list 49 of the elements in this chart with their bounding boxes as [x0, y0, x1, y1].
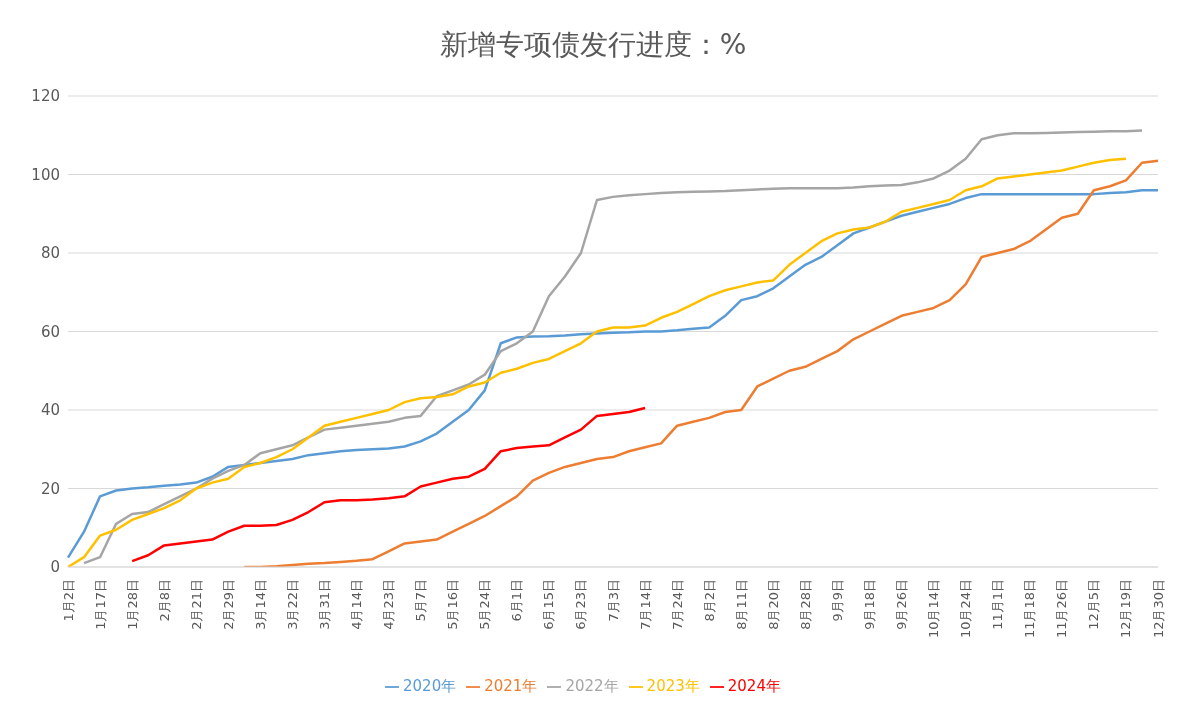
x-tick-label: 9月18日 — [861, 579, 877, 630]
legend-label: 2021年 — [484, 677, 538, 695]
x-tick-label: 6月1日 — [509, 579, 525, 622]
x-tick-label: 5月7日 — [413, 579, 429, 622]
x-tick-label: 2月21日 — [188, 579, 204, 630]
x-tick-label: 10月24日 — [958, 579, 974, 639]
line-series — [130, 406, 647, 563]
x-tick-label: 3月14日 — [252, 579, 268, 630]
y-tick-label: 80 — [40, 244, 60, 263]
x-tick-label: 11月18日 — [1022, 579, 1038, 639]
y-tick-label: 100 — [31, 165, 60, 184]
x-tick-label: 2月8日 — [156, 579, 172, 622]
legend-label: 2024年 — [727, 677, 781, 695]
x-tick-label: 7月3日 — [605, 579, 621, 622]
x-tick-label: 11月1日 — [990, 579, 1006, 630]
chart-title: 新增专项债发行进度：% — [438, 27, 748, 63]
y-tick-label: 0 — [50, 558, 60, 577]
legend-label: 2020年 — [403, 677, 457, 695]
x-tick-label: 8月20日 — [765, 579, 781, 630]
x-tick-label: 6月23日 — [573, 579, 589, 630]
x-tick-label: 3月22日 — [284, 579, 300, 630]
legend-label: 2022年 — [565, 677, 619, 695]
y-tick-label: 40 — [40, 401, 60, 420]
x-tick-label: 6月15日 — [541, 579, 557, 630]
y-tick-label: 20 — [40, 479, 60, 498]
x-tick-label: 5月24日 — [477, 579, 493, 630]
x-tick-label: 8月2日 — [701, 579, 717, 622]
x-tick-label: 9月26日 — [894, 579, 910, 630]
x-tick-label: 2月29日 — [220, 579, 236, 630]
x-tick-label: 5月16日 — [445, 579, 461, 630]
x-tick-label: 9月9日 — [829, 579, 845, 622]
x-tick-label: 4月23日 — [381, 579, 397, 630]
y-tick-label: 60 — [40, 322, 60, 341]
x-tick-label: 12月30日 — [1150, 579, 1166, 639]
x-tick-label: 12月5日 — [1086, 579, 1102, 630]
x-tick-label: 8月28日 — [797, 579, 813, 630]
x-tick-label: 7月24日 — [669, 579, 685, 630]
x-tick-label: 12月19日 — [1118, 579, 1134, 639]
x-tick-label: 1月2日 — [60, 579, 76, 622]
x-tick-label: 11月26日 — [1054, 579, 1070, 639]
x-tick-label: 7月14日 — [637, 579, 653, 630]
x-tick-label: 4月14日 — [349, 579, 365, 630]
x-tick-label: 8月11日 — [733, 579, 749, 630]
y-tick-label: 120 — [31, 87, 60, 106]
x-tick-label: 1月28日 — [124, 579, 140, 630]
legend-label: 2023年 — [646, 677, 700, 695]
x-tick-label: 3月31日 — [316, 579, 332, 630]
x-tick-label: 10月14日 — [926, 579, 942, 639]
x-tick-label: 1月17日 — [92, 579, 108, 630]
